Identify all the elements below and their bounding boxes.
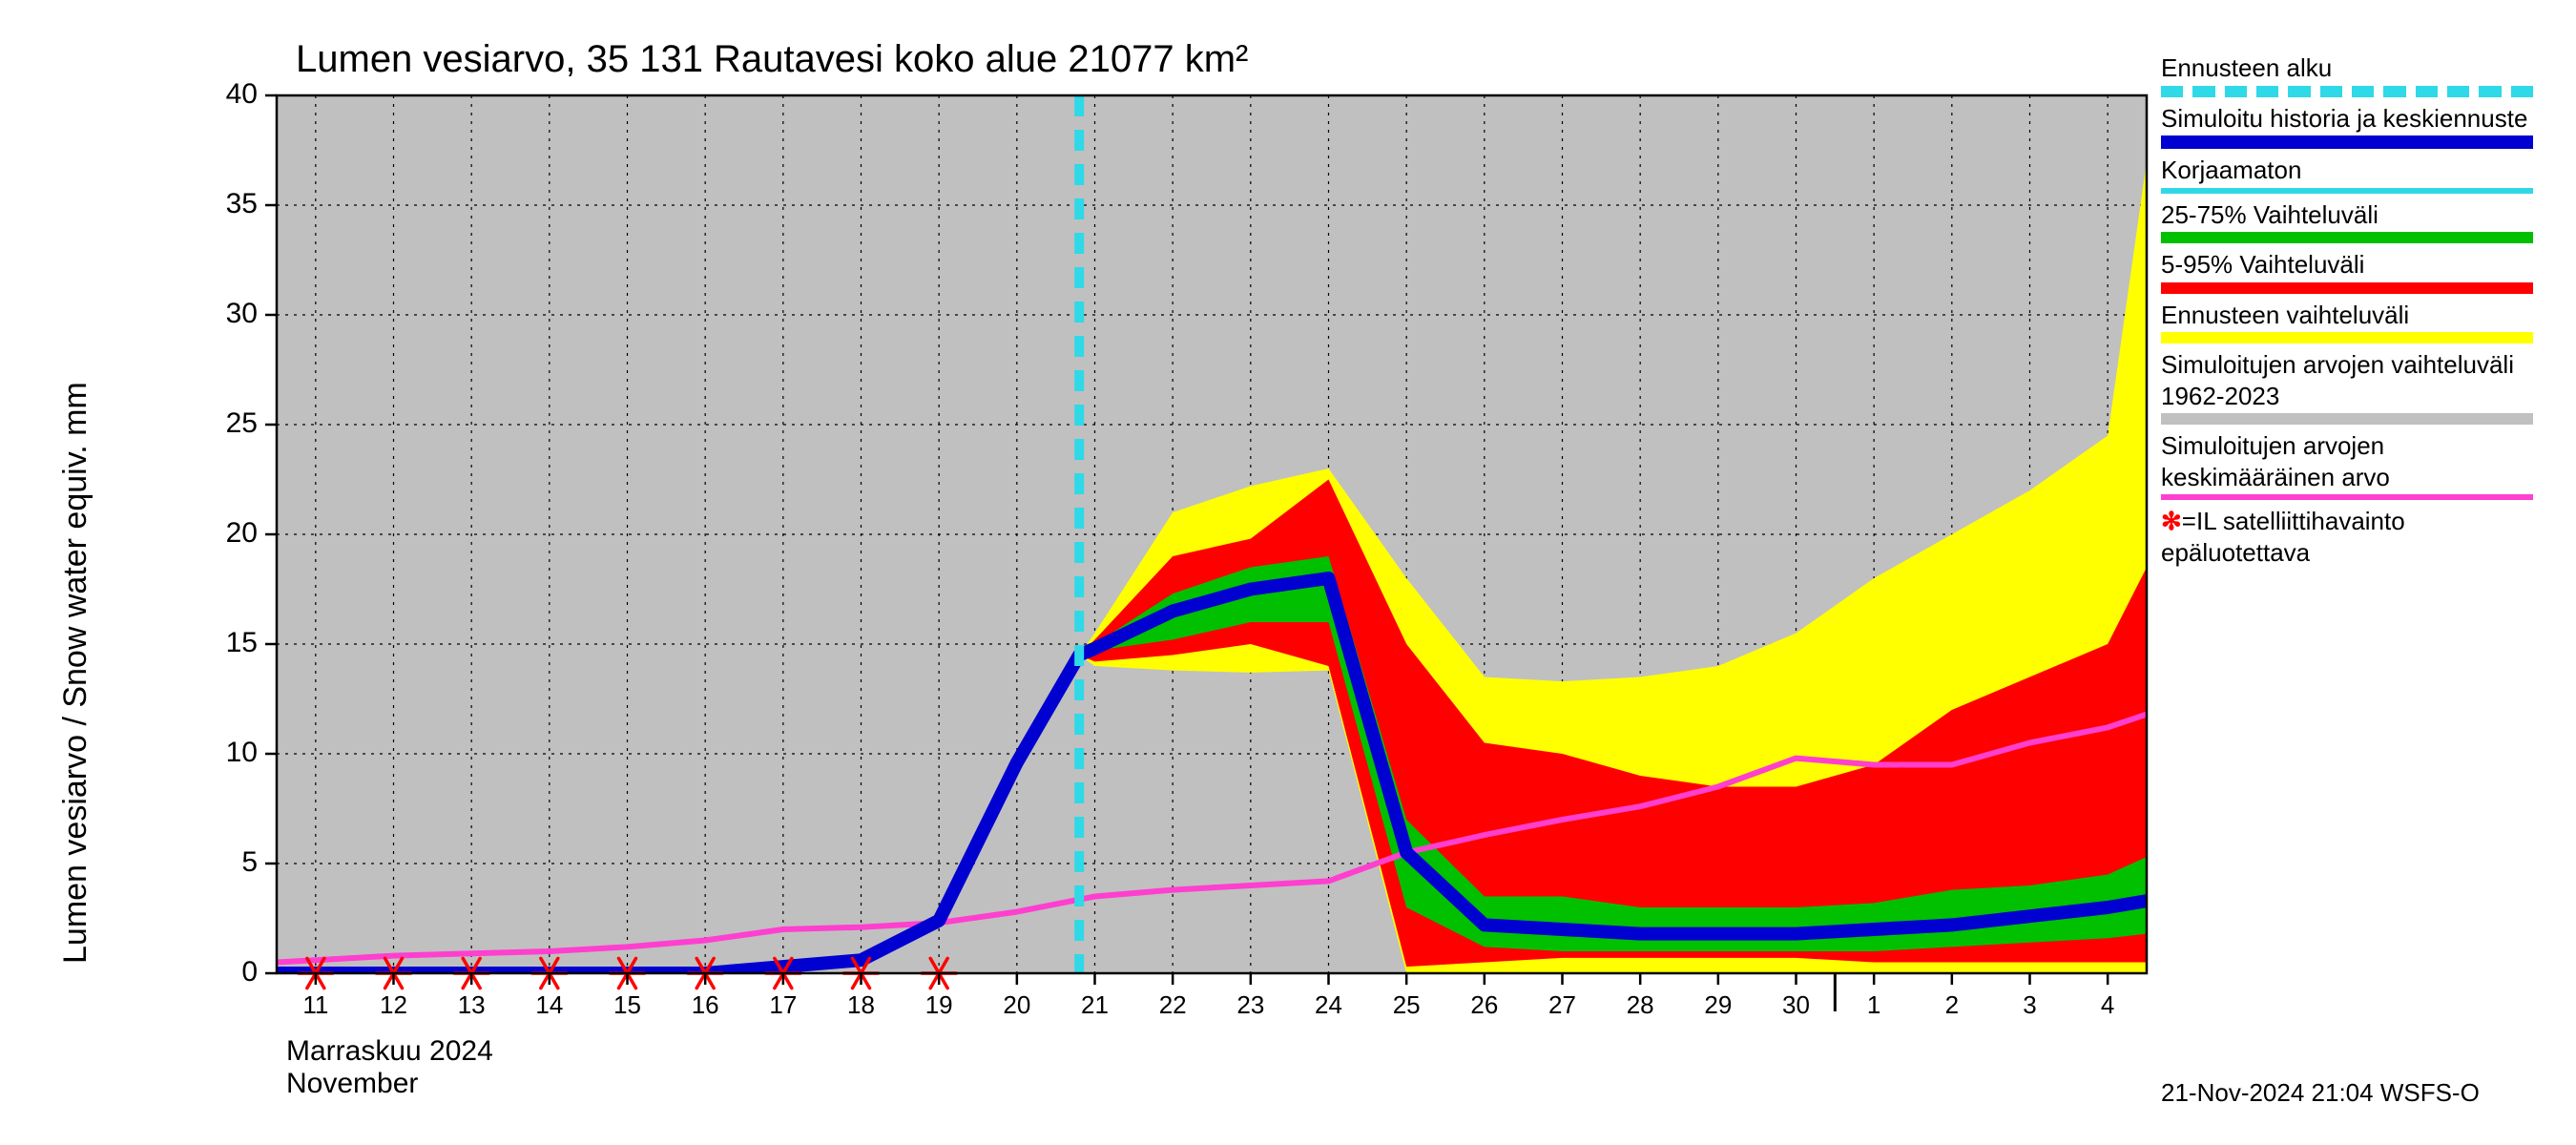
x-tick: 13 <box>452 990 490 1020</box>
legend-swatch <box>2161 332 2533 344</box>
legend-entry: Korjaamaton <box>2161 155 2543 194</box>
y-tick: 25 <box>200 407 258 440</box>
y-tick: 10 <box>200 737 258 769</box>
legend-label: 25-75% Vaihteluväli <box>2161 199 2543 231</box>
legend-entry: 5-95% Vaihteluväli <box>2161 249 2543 294</box>
x-tick: 25 <box>1387 990 1425 1020</box>
legend-swatch <box>2161 135 2533 149</box>
x-axis-month-fi: Marraskuu 2024 <box>286 1035 493 1068</box>
legend-label: 5-95% Vaihteluväli <box>2161 249 2543 281</box>
x-axis-month-en: November <box>286 1068 493 1100</box>
legend-entry: Ennusteen alku <box>2161 52 2543 97</box>
x-tick: 16 <box>686 990 724 1020</box>
chart-container: Lumen vesiarvo, 35 131 Rautavesi koko al… <box>0 0 2576 1145</box>
legend-label: Ennusteen alku <box>2161 52 2543 84</box>
y-tick: 20 <box>200 517 258 550</box>
y-tick: 35 <box>200 188 258 220</box>
legend-swatch <box>2161 86 2533 97</box>
legend-entry: Simuloitujen arvojen vaihteluväli 1962-2… <box>2161 349 2543 425</box>
y-tick: 30 <box>200 298 258 330</box>
y-axis-label: Lumen vesiarvo / Snow water equiv. mm <box>57 382 94 964</box>
legend-swatch <box>2161 413 2533 425</box>
legend-swatch <box>2161 494 2533 500</box>
y-tick: 5 <box>200 846 258 879</box>
x-tick: 18 <box>842 990 881 1020</box>
x-tick: 4 <box>2088 990 2127 1020</box>
legend-entry: Simuloitujen arvojen keskimääräinen arvo <box>2161 430 2543 500</box>
x-tick: 3 <box>2011 990 2049 1020</box>
legend-swatch <box>2161 188 2533 194</box>
x-tick: 15 <box>609 990 647 1020</box>
legend-swatch <box>2161 282 2533 294</box>
x-tick: 1 <box>1855 990 1893 1020</box>
x-tick: 11 <box>297 990 335 1020</box>
y-tick: 0 <box>200 956 258 989</box>
x-tick: 14 <box>530 990 569 1020</box>
x-tick: 24 <box>1310 990 1348 1020</box>
x-tick: 23 <box>1232 990 1270 1020</box>
x-tick: 2 <box>1933 990 1971 1020</box>
legend-marker-text: =IL satelliittihavainto epäluotettava <box>2161 507 2405 567</box>
x-tick: 26 <box>1465 990 1504 1020</box>
x-tick: 19 <box>920 990 958 1020</box>
timestamp-label: 21-Nov-2024 21:04 WSFS-O <box>2161 1078 2480 1108</box>
legend-entry: Ennusteen vaihteluväli <box>2161 300 2543 344</box>
x-tick: 22 <box>1153 990 1192 1020</box>
x-tick: 30 <box>1777 990 1816 1020</box>
y-tick: 40 <box>200 78 258 111</box>
y-tick: 15 <box>200 627 258 659</box>
legend-entry: Simuloitu historia ja keskiennuste <box>2161 103 2543 150</box>
legend-swatch <box>2161 232 2533 243</box>
legend-marker-note: ✻=IL satelliittihavainto epäluotettava <box>2161 506 2543 568</box>
x-tick: 21 <box>1076 990 1114 1020</box>
x-tick: 12 <box>375 990 413 1020</box>
x-tick: 29 <box>1699 990 1737 1020</box>
legend-label: Korjaamaton <box>2161 155 2543 186</box>
legend-entry: 25-75% Vaihteluväli <box>2161 199 2543 244</box>
legend-label: Simuloitu historia ja keskiennuste <box>2161 103 2543 135</box>
legend-label: Ennusteen vaihteluväli <box>2161 300 2543 331</box>
x-axis-month-label: Marraskuu 2024 November <box>286 1035 493 1100</box>
x-tick: 27 <box>1544 990 1582 1020</box>
x-tick: 20 <box>998 990 1036 1020</box>
x-tick: 17 <box>764 990 802 1020</box>
legend: Ennusteen alku Simuloitu historia ja kesk… <box>2161 52 2543 573</box>
asterisk-icon: ✻ <box>2161 507 2182 535</box>
legend-label: Simuloitujen arvojen vaihteluväli 1962-2… <box>2161 349 2543 411</box>
x-tick: 28 <box>1621 990 1659 1020</box>
legend-label: Simuloitujen arvojen keskimääräinen arvo <box>2161 430 2543 492</box>
chart-title: Lumen vesiarvo, 35 131 Rautavesi koko al… <box>296 38 1248 81</box>
